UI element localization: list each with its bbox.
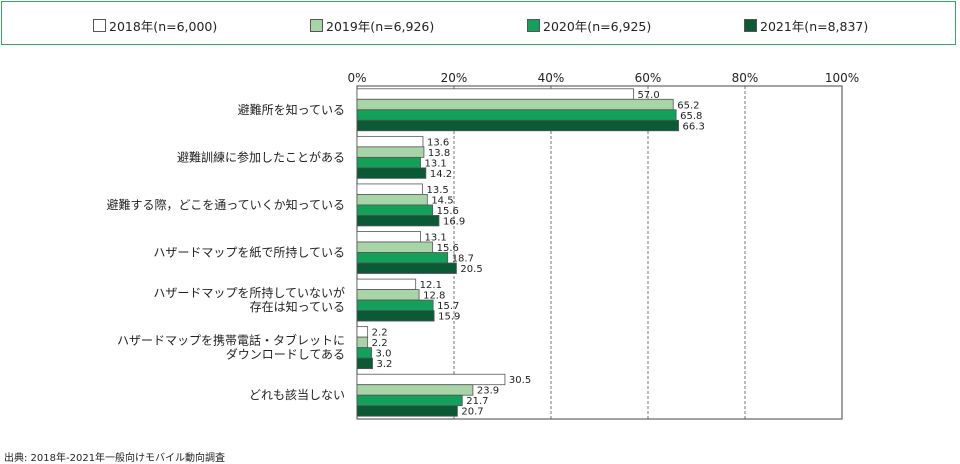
bar (356, 146, 425, 158)
data-label: 15.6 (437, 206, 459, 217)
data-label: 3.0 (376, 349, 392, 360)
data-label: 23.9 (477, 386, 499, 397)
x-tick-label: 60% (635, 71, 662, 85)
category-label-line: 避難する際，どこを通っていくか知っている (107, 197, 345, 212)
bar (356, 88, 634, 100)
bar (356, 384, 474, 396)
category-label-line: 避難所を知っている (238, 102, 345, 117)
category-label-line: ハザードマップを所持していないが (153, 285, 345, 300)
data-label: 14.2 (430, 169, 452, 180)
data-label: 15.7 (437, 301, 459, 312)
bar (356, 98, 674, 111)
category-label: 避難訓練に参加したことがある (177, 149, 345, 164)
data-label: 2.2 (372, 328, 388, 339)
category-label: 避難所を知っている (238, 102, 345, 117)
data-label: 57.0 (637, 90, 659, 101)
legend-label-2021: 2021年(n=8,837) (760, 19, 869, 34)
category-label-line: 存在は知っている (250, 300, 345, 314)
bar (356, 204, 434, 216)
legend: 2018年(n=6,000) 2019年(n=6,926) 2020年(n=6,… (1, 1, 956, 45)
data-label: 18.7 (452, 254, 474, 265)
data-label: 14.5 (431, 195, 453, 206)
data-label: 65.8 (680, 111, 702, 122)
bar (356, 194, 428, 206)
data-label: 15.6 (437, 243, 459, 254)
x-tick-label: 100% (825, 71, 859, 85)
source-note: 出典: 2018年-2021年一般向けモバイル動向調査 (4, 453, 226, 464)
x-tick-label: 20% (441, 71, 468, 85)
category-label-line: どれも該当しない (249, 387, 345, 402)
category-label: 避難する際，どこを通っていくか知っている (107, 197, 345, 212)
data-label: 13.5 (426, 185, 448, 196)
legend-swatch-2021 (744, 19, 757, 32)
data-label: 20.5 (460, 264, 482, 275)
bar (356, 310, 435, 322)
data-label: 21.7 (466, 396, 488, 407)
bar (356, 299, 434, 311)
bar (356, 109, 677, 121)
bar (356, 405, 458, 417)
category-label: ハザードマップを携帯電話・タブレットにダウンロードしてある (117, 333, 345, 362)
category-label: ハザードマップを紙で所持している (153, 245, 345, 260)
legend-label-2018: 2018年(n=6,000) (109, 19, 218, 34)
category-label-line: ダウンロードしてある (226, 347, 345, 362)
bar (356, 357, 373, 370)
data-label: 15.9 (438, 312, 460, 323)
bar (356, 135, 424, 148)
data-label: 13.1 (425, 158, 447, 169)
bar (356, 326, 369, 338)
data-label: 12.8 (423, 291, 445, 302)
x-tick-label: 40% (538, 71, 565, 85)
bar (356, 278, 417, 290)
category-label-line: ハザードマップを携帯電話・タブレットに (117, 333, 345, 348)
bar (356, 373, 506, 386)
legend-swatch-2019 (310, 19, 323, 32)
bar (356, 119, 679, 132)
x-tick-label: 80% (732, 71, 759, 85)
data-label: 13.6 (427, 137, 449, 148)
bar (356, 231, 421, 243)
legend-swatch-2020 (527, 19, 540, 32)
legend-label-2020: 2020年(n=6,925) (543, 19, 652, 34)
data-label: 12.1 (420, 280, 442, 291)
category-label: ハザードマップを所持していないが存在は知っている (153, 285, 345, 314)
bar (356, 183, 423, 195)
bar-chart: 0% 20% 40% 60% 80% 100% 避難所を知っている 57.0 65.265.86… (107, 71, 859, 420)
bar (356, 347, 372, 359)
bar (356, 215, 440, 227)
data-label: 20.7 (461, 407, 483, 418)
bar (356, 336, 369, 349)
bar (356, 156, 421, 169)
category-label: どれも該当しない (249, 387, 345, 402)
bar (356, 167, 427, 179)
bar (356, 252, 449, 264)
legend-item-2018: 2018年(n=6,000) (93, 16, 217, 35)
bar (356, 394, 463, 407)
x-tick-label: 0% (347, 71, 366, 85)
legend-item-2020: 2020年(n=6,925) (527, 16, 651, 35)
bar (356, 241, 434, 253)
data-label: 13.8 (428, 148, 450, 159)
legend-item-2021: 2021年(n=8,837) (744, 16, 868, 35)
data-label: 65.2 (677, 100, 699, 111)
data-label: 30.5 (509, 375, 531, 386)
category-label-line: 避難訓練に参加したことがある (177, 149, 345, 164)
data-label: 2.2 (372, 338, 388, 349)
bar (356, 289, 420, 301)
data-label: 13.1 (425, 233, 447, 244)
legend-item-2019: 2019年(n=6,926) (310, 16, 434, 35)
bar (356, 262, 457, 274)
data-label: 16.9 (443, 216, 465, 227)
legend-label-2019: 2019年(n=6,926) (326, 19, 435, 34)
data-label: 3.2 (377, 359, 393, 370)
data-label: 66.3 (683, 121, 705, 132)
category-label-line: ハザードマップを紙で所持している (153, 245, 345, 260)
legend-swatch-2018 (93, 19, 106, 32)
